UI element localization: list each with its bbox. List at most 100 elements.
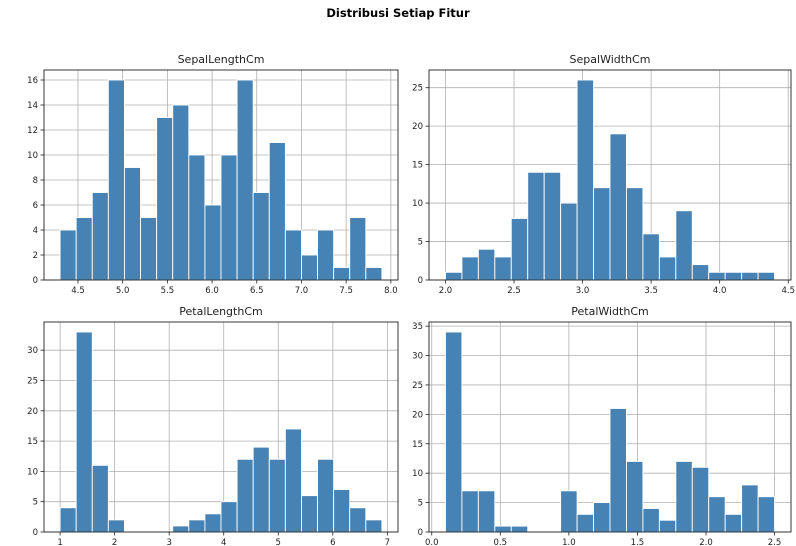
histogram-bar: [626, 187, 644, 281]
histogram-bar: [124, 167, 141, 281]
histogram-sepal-length: 4.5 5.0 5.5 6.0 6.5 7.0 7.5 8.0 0 2 4 6 8 10 12 14 16 Sep…: [27, 53, 399, 296]
y-tick-label: 20: [27, 407, 38, 417]
x-tick-label: 2.5: [507, 286, 521, 296]
y-tick-label: 25: [27, 376, 38, 386]
y-tick-label: 6: [33, 201, 38, 211]
subplot-title: SepalWidthCm: [570, 53, 651, 66]
y-tick-label: 16: [27, 76, 38, 86]
histogram-bar: [741, 271, 759, 281]
histogram-bar: [172, 525, 190, 533]
histogram-bar: [445, 331, 463, 533]
y-tick-label: 5: [418, 238, 423, 248]
histogram-bar: [59, 507, 77, 533]
histogram-bar: [59, 229, 77, 281]
histogram-bar: [691, 466, 710, 533]
histogram-bar: [658, 519, 677, 533]
histogram-bar: [642, 508, 660, 533]
histogram-bar: [675, 210, 693, 281]
x-tick-label: 5.0: [116, 286, 130, 296]
y-tick-label: 4: [33, 226, 38, 236]
histogram-bar: [75, 217, 93, 281]
x-tick-label: 2.0: [699, 538, 713, 546]
histogram-bar: [708, 271, 726, 281]
histogram-bar: [708, 496, 726, 533]
histogram-bar: [107, 79, 125, 281]
histogram-bar: [91, 192, 109, 281]
histogram-bar: [301, 495, 318, 533]
x-tick-label: 4: [221, 538, 226, 546]
y-tick-label: 25: [412, 381, 423, 391]
x-tick-label: 2: [112, 538, 117, 546]
histogram-bar: [576, 79, 594, 281]
plot-frame: [428, 69, 792, 281]
plot-frame: [43, 69, 399, 281]
x-tick-label: 3.5: [644, 286, 658, 296]
histogram-bar: [757, 271, 775, 281]
histogram-bar: [560, 202, 578, 281]
y-tick-label: 10: [27, 151, 38, 161]
histogram-bar: [626, 460, 644, 533]
histogram-bar: [172, 104, 190, 281]
x-tick-label: 4.5: [71, 286, 85, 296]
histogram-bar: [560, 490, 578, 533]
histogram-bar: [107, 519, 125, 533]
x-tick-label: 2.5: [768, 538, 782, 546]
y-tick-label: 0: [33, 528, 38, 538]
x-tick-label: 1.5: [631, 538, 645, 546]
y-tick-label: 5: [33, 498, 38, 508]
histogram-petal-length: 1 2 3 4 5 6 7 0 5 10 15 20 25 30 PetalLengthCm: [27, 305, 399, 546]
x-tick-label: 4.0: [713, 286, 727, 296]
plot-frame: [428, 321, 792, 533]
subplot-title: PetalLengthCm: [179, 305, 262, 318]
y-tick-label: 15: [412, 440, 423, 450]
y-tick-label: 0: [33, 276, 38, 286]
x-tick-label: 4.5: [781, 286, 795, 296]
x-tick-label: 6: [330, 538, 335, 546]
histogram-bar: [510, 218, 529, 281]
x-tick-label: 6.5: [250, 286, 264, 296]
histogram-sepal-width: 2.0 2.5 3.0 3.5 4.0 4.5 0 5 10 15 20 25 SepalWidthCm: [412, 53, 795, 296]
histogram-bar: [461, 256, 479, 281]
y-tick-label: 0: [418, 276, 423, 286]
histogram-bar: [75, 331, 93, 533]
histogram-bar: [204, 513, 222, 533]
y-tick-label: 15: [412, 161, 423, 171]
histogram-bar: [477, 490, 496, 533]
histogram-bar: [724, 271, 743, 281]
x-tick-label: 0.5: [494, 538, 508, 546]
y-tick-label: 14: [27, 101, 38, 111]
histogram-bar: [510, 525, 529, 533]
histogram-bar: [609, 133, 627, 281]
y-tick-label: 5: [418, 499, 423, 509]
histogram-bar: [691, 264, 710, 281]
histogram-bar: [333, 267, 351, 281]
histogram-bar: [445, 271, 463, 281]
histogram-bar: [365, 267, 383, 281]
histogram-bar: [494, 525, 512, 533]
histogram-bar: [349, 217, 367, 281]
histogram-bar: [543, 171, 562, 281]
y-tick-label: 8: [33, 176, 38, 186]
x-tick-label: 1.0: [562, 538, 576, 546]
x-tick-label: 7.0: [295, 286, 309, 296]
histogram-bar: [188, 154, 206, 281]
x-tick-label: 3.0: [576, 286, 590, 296]
subplot-title: SepalLengthCm: [178, 53, 265, 66]
histogram-bar: [317, 229, 335, 281]
histogram-bar: [317, 458, 335, 533]
figure-title: Distribusi Setiap Fitur: [326, 6, 470, 20]
x-tick-label: 2.0: [439, 286, 453, 296]
y-tick-label: 30: [412, 352, 423, 362]
histogram-bar: [658, 256, 677, 281]
histogram-bar: [349, 507, 367, 533]
histogram-bar: [156, 117, 174, 281]
y-tick-label: 10: [412, 199, 423, 209]
histogram-bar: [461, 490, 479, 533]
histogram-petal-width: 0.0 0.5 1.0 1.5 2.0 2.5 0 5 10 15 20 25 30 35 PetalWid…: [412, 305, 792, 546]
histogram-bar: [609, 408, 627, 533]
histogram-bar: [140, 217, 158, 281]
y-tick-label: 10: [412, 469, 423, 479]
y-tick-label: 15: [27, 437, 38, 447]
y-tick-label: 20: [412, 122, 423, 132]
